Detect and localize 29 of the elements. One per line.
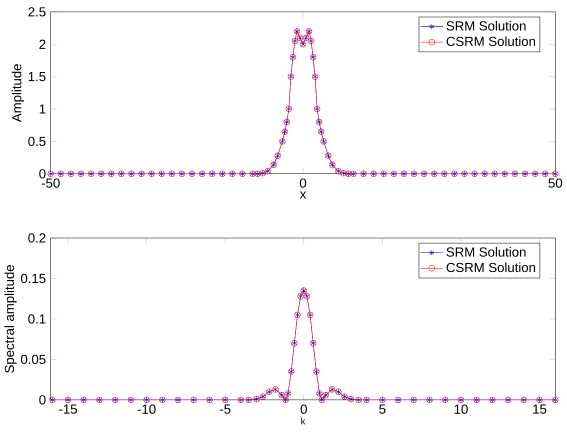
legend-label: SRM Solution [446, 246, 526, 256]
legend-label: SRM Solution [446, 20, 526, 30]
y-tick-label: 0.5 [28, 136, 46, 146]
x-tick-label: 15 [533, 404, 546, 414]
legend-label: CSRM Solution [446, 36, 536, 46]
y-tick-label: 2 [39, 39, 46, 49]
y-tick-label: 0.05 [20, 354, 46, 364]
x-axis-title: x [300, 191, 306, 198]
x-axis-title: k [301, 417, 306, 424]
x-tick-label: -15 [59, 404, 77, 414]
x-tick-label: 50 [548, 178, 562, 188]
y-tick-label: 0 [39, 168, 46, 178]
x-tick-label: 5 [379, 404, 386, 414]
x-tick-label: 0 [300, 178, 306, 188]
y-tick-label: 0.1 [28, 314, 46, 324]
y-tick-label: 0.2 [28, 233, 46, 242]
x-tick-label: -50 [42, 178, 60, 188]
legend-label: CSRM Solution [446, 262, 536, 272]
x-tick-label: 10 [454, 404, 468, 414]
y-tick-label: 2.5 [28, 6, 46, 16]
x-tick-label: 0 [300, 404, 307, 414]
y-axis-title: Spectral amplitude [4, 264, 17, 373]
y-tick-label: 0 [39, 395, 46, 404]
x-tick-label: -5 [220, 404, 230, 414]
y-tick-label: 0.15 [20, 274, 46, 283]
x-tick-label: -10 [138, 404, 156, 414]
y-tick-label: 1.5 [28, 72, 46, 81]
y-tick-label: 1 [40, 104, 46, 114]
y-axis-title: Amplitude [12, 64, 24, 122]
